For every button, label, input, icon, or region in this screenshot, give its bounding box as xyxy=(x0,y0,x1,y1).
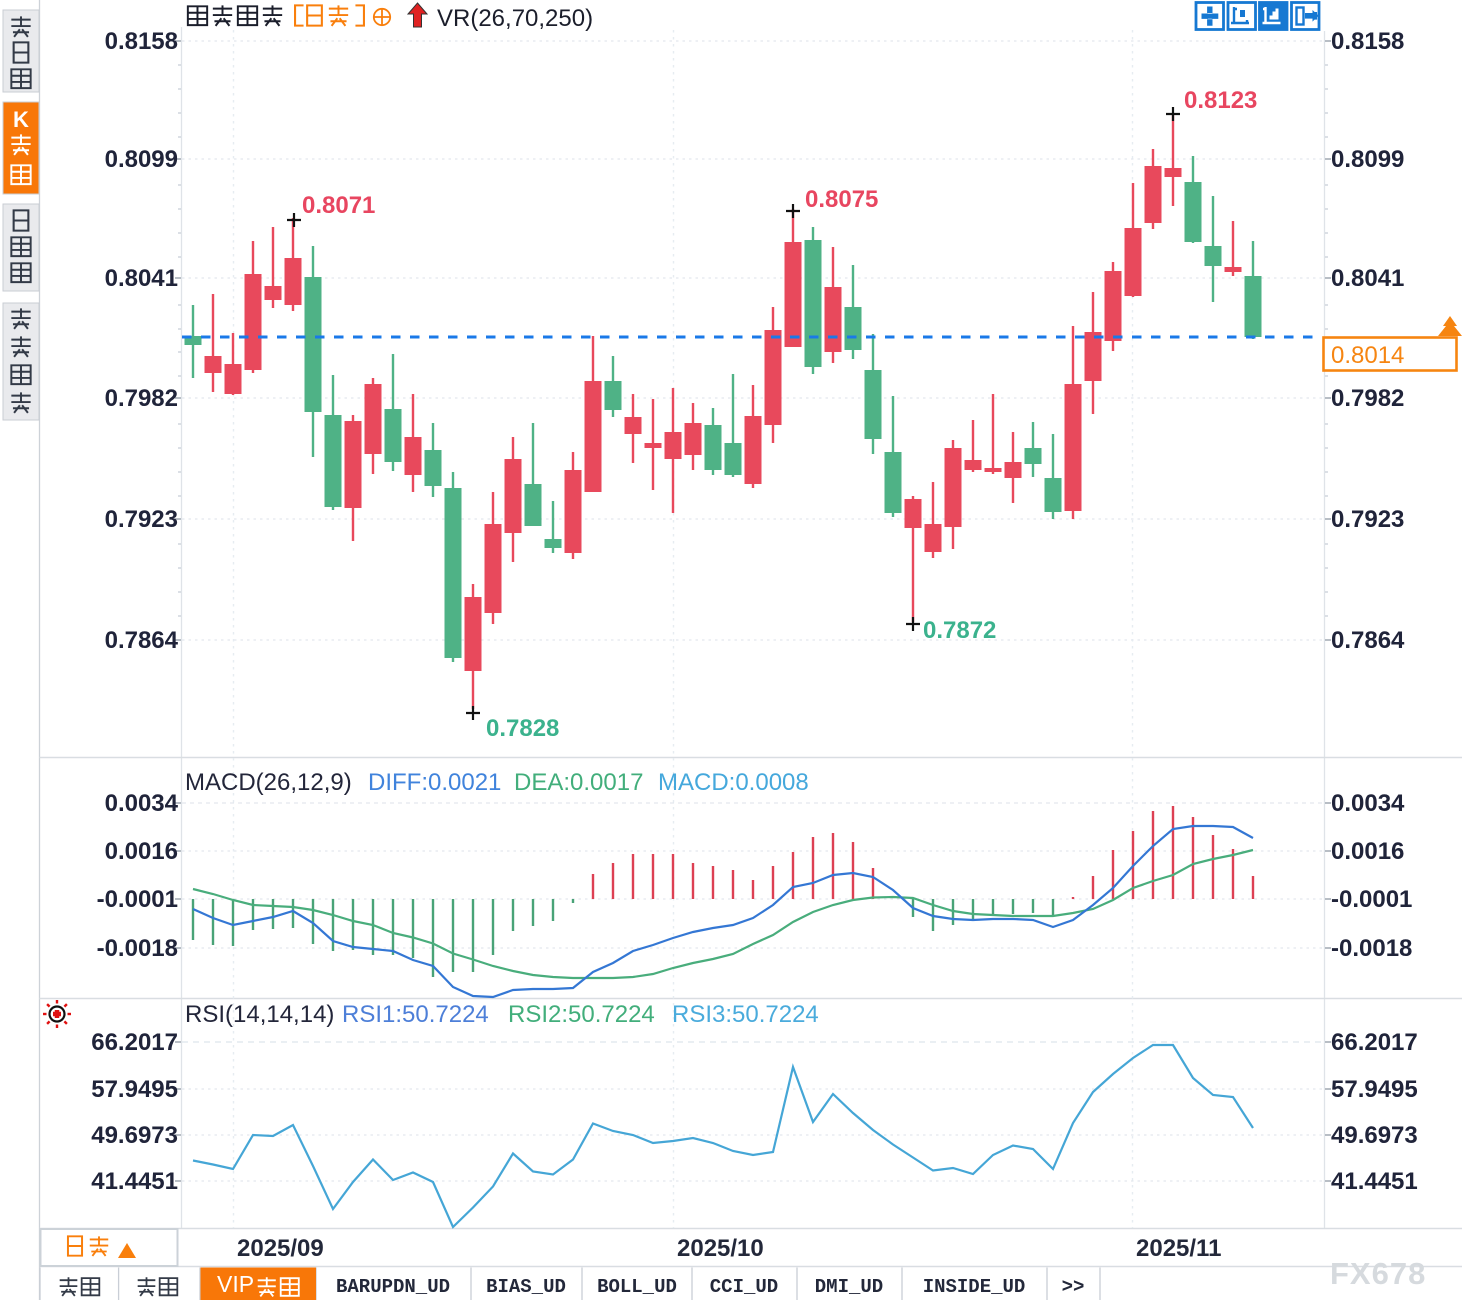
svg-text:0.0034: 0.0034 xyxy=(105,790,179,817)
svg-text:0.8158: 0.8158 xyxy=(1331,28,1404,55)
svg-text:0.0034: 0.0034 xyxy=(1331,790,1405,817)
svg-text:RSI3:50.7224: RSI3:50.7224 xyxy=(672,1001,819,1028)
svg-text:CCI_UD: CCI_UD xyxy=(710,1276,778,1298)
svg-text:0.7864: 0.7864 xyxy=(1331,627,1405,654)
svg-text:41.4451: 41.4451 xyxy=(1331,1168,1418,1195)
svg-text:49.6973: 49.6973 xyxy=(91,1122,178,1149)
svg-text:>>: >> xyxy=(1062,1276,1085,1298)
svg-text:RSI1:50.7224: RSI1:50.7224 xyxy=(342,1001,489,1028)
svg-text:-0.0018: -0.0018 xyxy=(97,935,178,962)
svg-text:-0.0001: -0.0001 xyxy=(97,886,178,913)
svg-text:0.8158: 0.8158 xyxy=(105,28,178,55)
svg-text:2025/09: 2025/09 xyxy=(237,1235,324,1262)
svg-text:66.2017: 66.2017 xyxy=(91,1029,178,1056)
svg-text:41.4451: 41.4451 xyxy=(91,1168,178,1195)
svg-text:DMI_UD: DMI_UD xyxy=(815,1276,883,1298)
svg-text:0.0016: 0.0016 xyxy=(105,838,178,865)
svg-text:BIAS_UD: BIAS_UD xyxy=(486,1276,566,1298)
svg-text:0.7982: 0.7982 xyxy=(105,385,178,412)
svg-text:0.8071: 0.8071 xyxy=(302,192,375,219)
svg-text:0.8099: 0.8099 xyxy=(105,146,178,173)
svg-text:VIP: VIP xyxy=(217,1271,254,1297)
svg-text:MACD:0.0008: MACD:0.0008 xyxy=(658,769,809,796)
svg-text:0.8099: 0.8099 xyxy=(1331,146,1404,173)
svg-text:0.7923: 0.7923 xyxy=(1331,506,1404,533)
svg-text:0.8014: 0.8014 xyxy=(1331,342,1404,369)
svg-text:0.7828: 0.7828 xyxy=(486,715,559,742)
svg-text:0.7872: 0.7872 xyxy=(923,617,996,644)
svg-text:0.7923: 0.7923 xyxy=(105,506,178,533)
svg-text:57.9495: 57.9495 xyxy=(1331,1076,1418,1103)
svg-text:0.8075: 0.8075 xyxy=(805,186,878,213)
svg-text:49.6973: 49.6973 xyxy=(1331,1122,1418,1149)
svg-text:0.8123: 0.8123 xyxy=(1184,87,1257,114)
svg-text:MACD(26,12,9): MACD(26,12,9) xyxy=(185,769,352,796)
svg-text:57.9495: 57.9495 xyxy=(91,1076,178,1103)
svg-text:-0.0018: -0.0018 xyxy=(1331,935,1412,962)
svg-text:RSI(14,14,14): RSI(14,14,14) xyxy=(185,1001,334,1028)
svg-text:FX678: FX678 xyxy=(1330,1256,1426,1291)
svg-text:0.7982: 0.7982 xyxy=(1331,385,1404,412)
svg-text:RSI2:50.7224: RSI2:50.7224 xyxy=(508,1001,655,1028)
svg-text:2025/10: 2025/10 xyxy=(677,1235,764,1262)
svg-text:0.8041: 0.8041 xyxy=(1331,265,1404,292)
svg-text:INSIDE_UD: INSIDE_UD xyxy=(923,1276,1026,1298)
svg-text:2025/11: 2025/11 xyxy=(1136,1235,1221,1262)
svg-text:66.2017: 66.2017 xyxy=(1331,1029,1418,1056)
svg-text:-0.0001: -0.0001 xyxy=(1331,886,1412,913)
svg-text:VR(26,70,250): VR(26,70,250) xyxy=(437,5,593,32)
svg-text:DIFF:0.0021: DIFF:0.0021 xyxy=(368,769,501,796)
svg-text:K: K xyxy=(13,107,29,132)
svg-text:0.7864: 0.7864 xyxy=(105,627,179,654)
svg-text:BARUPDN_UD: BARUPDN_UD xyxy=(336,1276,450,1298)
svg-text:0.0016: 0.0016 xyxy=(1331,838,1404,865)
svg-text:DEA:0.0017: DEA:0.0017 xyxy=(514,769,643,796)
svg-text:BOLL_UD: BOLL_UD xyxy=(597,1276,677,1298)
svg-text:0.8041: 0.8041 xyxy=(105,265,178,292)
